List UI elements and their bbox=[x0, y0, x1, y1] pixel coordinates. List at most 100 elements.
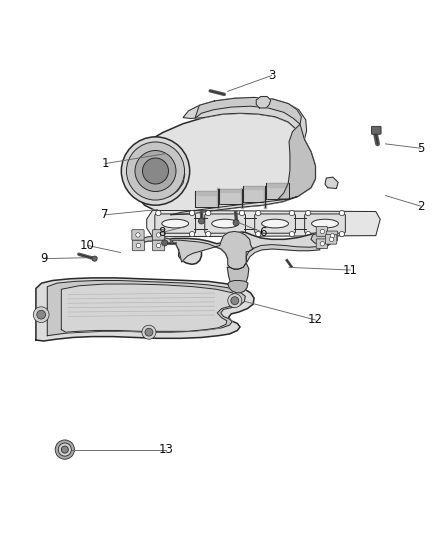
Polygon shape bbox=[293, 218, 307, 229]
Circle shape bbox=[289, 211, 294, 216]
Polygon shape bbox=[266, 183, 289, 187]
Text: 6: 6 bbox=[259, 226, 267, 239]
Polygon shape bbox=[256, 96, 271, 108]
Polygon shape bbox=[195, 191, 218, 207]
FancyBboxPatch shape bbox=[371, 126, 381, 134]
Circle shape bbox=[58, 443, 71, 456]
Polygon shape bbox=[243, 186, 265, 201]
Polygon shape bbox=[243, 186, 265, 189]
Text: 2: 2 bbox=[417, 199, 424, 213]
Circle shape bbox=[320, 241, 325, 246]
Circle shape bbox=[156, 233, 161, 237]
FancyBboxPatch shape bbox=[152, 230, 165, 240]
Polygon shape bbox=[195, 191, 218, 195]
Polygon shape bbox=[246, 245, 320, 262]
Polygon shape bbox=[219, 189, 242, 192]
FancyBboxPatch shape bbox=[132, 230, 144, 240]
FancyBboxPatch shape bbox=[316, 239, 328, 248]
Polygon shape bbox=[228, 280, 248, 293]
Circle shape bbox=[339, 231, 344, 237]
FancyBboxPatch shape bbox=[205, 214, 245, 233]
Text: 12: 12 bbox=[308, 313, 323, 326]
Ellipse shape bbox=[261, 219, 289, 228]
Circle shape bbox=[339, 211, 344, 216]
Text: 10: 10 bbox=[80, 239, 95, 252]
FancyBboxPatch shape bbox=[152, 240, 165, 251]
Polygon shape bbox=[266, 183, 289, 199]
Circle shape bbox=[233, 220, 239, 226]
Polygon shape bbox=[183, 98, 307, 140]
Circle shape bbox=[136, 243, 141, 248]
Text: 8: 8 bbox=[159, 226, 166, 239]
Circle shape bbox=[320, 229, 325, 233]
Circle shape bbox=[289, 231, 294, 237]
Polygon shape bbox=[129, 150, 185, 198]
Circle shape bbox=[61, 446, 68, 453]
Circle shape bbox=[156, 243, 161, 248]
Polygon shape bbox=[171, 197, 298, 215]
Polygon shape bbox=[171, 240, 215, 262]
Text: 3: 3 bbox=[268, 69, 275, 82]
Circle shape bbox=[256, 231, 261, 237]
Polygon shape bbox=[137, 237, 171, 245]
Circle shape bbox=[33, 307, 49, 322]
Polygon shape bbox=[325, 177, 338, 189]
Text: 13: 13 bbox=[159, 443, 174, 456]
FancyBboxPatch shape bbox=[132, 240, 145, 251]
Circle shape bbox=[206, 211, 211, 216]
Polygon shape bbox=[36, 278, 254, 341]
Circle shape bbox=[37, 310, 46, 319]
Circle shape bbox=[189, 211, 194, 216]
FancyBboxPatch shape bbox=[155, 214, 195, 233]
Ellipse shape bbox=[311, 219, 339, 228]
FancyBboxPatch shape bbox=[316, 227, 328, 236]
Circle shape bbox=[330, 233, 335, 238]
Circle shape bbox=[121, 137, 190, 205]
Circle shape bbox=[239, 231, 244, 237]
Polygon shape bbox=[278, 124, 315, 199]
Circle shape bbox=[92, 256, 97, 261]
Polygon shape bbox=[215, 231, 254, 269]
Polygon shape bbox=[311, 231, 336, 245]
Ellipse shape bbox=[212, 219, 239, 228]
FancyBboxPatch shape bbox=[305, 214, 345, 233]
FancyBboxPatch shape bbox=[326, 231, 338, 241]
Text: 5: 5 bbox=[417, 142, 424, 155]
Circle shape bbox=[145, 328, 153, 336]
Circle shape bbox=[231, 297, 239, 304]
Circle shape bbox=[55, 440, 74, 459]
Polygon shape bbox=[136, 232, 336, 269]
Text: 7: 7 bbox=[101, 208, 109, 221]
Circle shape bbox=[156, 231, 161, 237]
Polygon shape bbox=[47, 280, 245, 336]
Polygon shape bbox=[219, 189, 242, 204]
Polygon shape bbox=[244, 218, 257, 229]
Circle shape bbox=[228, 294, 242, 308]
Circle shape bbox=[256, 211, 261, 216]
Circle shape bbox=[329, 237, 334, 241]
Polygon shape bbox=[195, 98, 301, 124]
FancyBboxPatch shape bbox=[255, 214, 295, 233]
Ellipse shape bbox=[162, 219, 189, 228]
Polygon shape bbox=[128, 113, 315, 215]
Polygon shape bbox=[147, 211, 380, 237]
Circle shape bbox=[305, 231, 311, 237]
Circle shape bbox=[142, 158, 169, 184]
Circle shape bbox=[305, 211, 311, 216]
Text: 11: 11 bbox=[343, 263, 358, 277]
Circle shape bbox=[239, 211, 244, 216]
Circle shape bbox=[198, 218, 205, 224]
Text: 9: 9 bbox=[40, 252, 48, 265]
FancyBboxPatch shape bbox=[325, 235, 337, 244]
Circle shape bbox=[162, 240, 168, 246]
Circle shape bbox=[189, 231, 194, 237]
Circle shape bbox=[206, 231, 211, 237]
Polygon shape bbox=[227, 263, 249, 287]
Circle shape bbox=[127, 142, 184, 200]
Circle shape bbox=[136, 233, 140, 237]
Circle shape bbox=[156, 211, 161, 216]
Text: 1: 1 bbox=[101, 157, 109, 170]
Circle shape bbox=[142, 325, 156, 339]
Polygon shape bbox=[61, 284, 238, 332]
Polygon shape bbox=[194, 218, 207, 229]
